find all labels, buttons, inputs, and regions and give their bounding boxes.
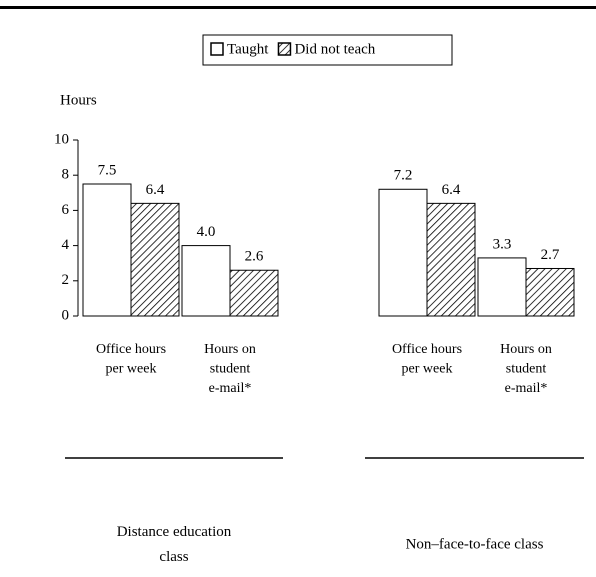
value-label: 7.2 [394,168,413,184]
legend-swatch [210,42,224,56]
y-tick-label: 0 [62,307,70,323]
bar [82,183,132,317]
x-tick-label: e-mail* [209,381,252,396]
top-rule [0,6,596,9]
bar [130,202,180,317]
legend-label: Taught [227,41,269,57]
group-label: Non–face-to-face class [406,536,544,552]
x-tick-label: e-mail* [505,381,548,396]
value-label: 2.6 [245,249,264,265]
y-tick-label: 4 [62,237,70,253]
y-tick-label: 2 [62,272,70,288]
x-tick-label: Hours on [204,342,256,357]
group-label: Distance education [117,524,232,540]
x-tick-label: Hours on [500,342,552,357]
bar [181,245,231,317]
x-tick-label: per week [402,362,453,377]
y-tick-label: 10 [54,131,69,147]
bar [378,188,428,317]
bar [477,257,527,317]
x-tick-label: student [506,362,547,377]
y-tick-label: 6 [62,202,70,218]
legend-box [202,34,453,66]
group-label: class [159,549,188,565]
bar [525,267,575,317]
y-axis-label: Hours [60,92,97,108]
x-tick-label: Office hours [96,342,166,357]
value-label: 6.4 [442,182,461,198]
x-tick-label: per week [106,362,157,377]
legend-label: Did not teach [294,41,375,57]
value-label: 2.7 [541,247,560,263]
y-tick-label: 8 [62,167,70,183]
bar [229,269,279,317]
x-tick-label: student [210,362,251,377]
legend-swatch [277,42,292,56]
value-label: 6.4 [146,182,165,198]
value-label: 3.3 [493,236,512,252]
value-label: 7.5 [98,162,117,178]
bar [426,202,476,317]
value-label: 4.0 [197,224,216,240]
x-tick-label: Office hours [392,342,462,357]
